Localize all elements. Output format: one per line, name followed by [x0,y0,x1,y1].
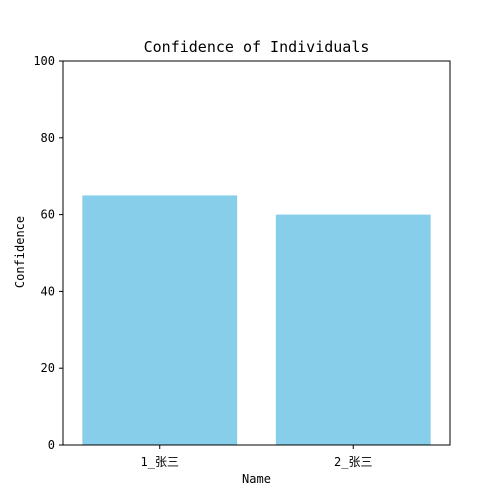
plot-area: 0 20 40 60 80 100 1_张三 2_张三 [33,54,451,469]
y-tick-label: 0 [48,438,55,452]
bar-1 [82,195,238,445]
plot-frame [62,60,451,446]
y-tick-label: 60 [41,208,55,222]
chart-title: Confidence of Individuals [144,38,370,56]
x-axis-label: Name [242,472,271,486]
y-axis-label: Confidence [13,216,27,288]
y-tick-label: 100 [33,54,55,68]
x-tick-label: 2_张三 [334,455,372,469]
y-tick-label: 80 [41,131,55,145]
y-tick-label: 20 [41,361,55,375]
y-tick-label: 40 [41,284,55,298]
bar-2 [275,214,431,445]
x-tick-label: 1_张三 [141,455,179,469]
